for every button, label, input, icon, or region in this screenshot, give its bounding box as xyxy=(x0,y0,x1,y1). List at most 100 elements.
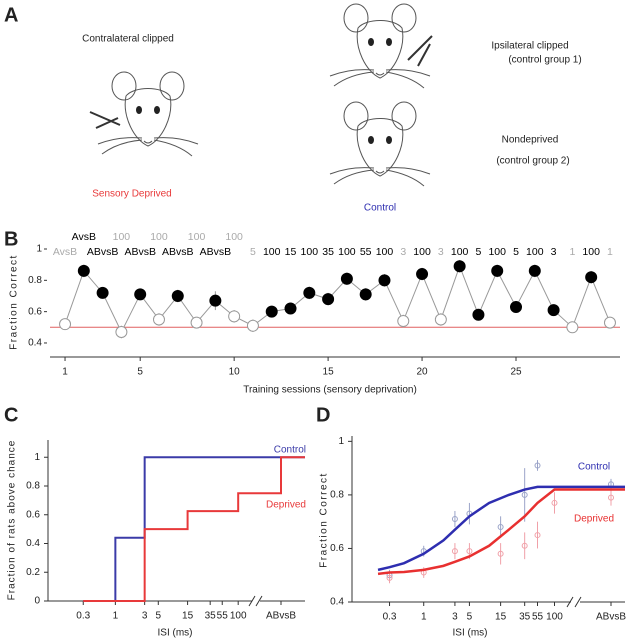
session-label: 100 xyxy=(225,231,243,243)
data-point xyxy=(528,264,541,277)
data-point xyxy=(209,294,222,307)
session-label: 3 xyxy=(438,246,444,258)
session-label: 100 xyxy=(301,246,319,258)
session-label: 100 xyxy=(376,246,394,258)
data-point xyxy=(434,313,447,326)
axis-break xyxy=(252,596,260,606)
data-point xyxy=(228,310,241,323)
data-point xyxy=(497,524,504,531)
series-label: Control xyxy=(578,462,610,473)
data-point xyxy=(472,308,485,321)
group-label: Control xyxy=(364,203,396,214)
line xyxy=(64,264,611,334)
y-tick-label: 1 xyxy=(338,436,344,447)
rat-drawing xyxy=(329,101,431,187)
x-tick-label: ABvsB xyxy=(266,611,296,622)
x-tick-label: 15 xyxy=(323,367,335,378)
data-point xyxy=(340,272,353,285)
session-label: 100 xyxy=(451,246,469,258)
session-label: 100 xyxy=(150,231,168,243)
session-label: 55 xyxy=(360,246,372,258)
clipper xyxy=(89,35,433,129)
axis-break xyxy=(248,595,263,607)
condition-label: (control group 2) xyxy=(496,156,569,167)
data-point xyxy=(397,315,410,328)
data-point xyxy=(603,316,616,329)
session-label: ABvsB xyxy=(124,246,156,258)
x-tick-label: 1 xyxy=(421,612,427,623)
x-axis-label: ISI (ms) xyxy=(453,628,488,639)
session-label: 100 xyxy=(113,231,131,243)
x-tick-label: 3 xyxy=(452,612,458,623)
series-label: Deprived xyxy=(574,514,614,525)
y-tick-label: 0.2 xyxy=(26,567,40,578)
group-label: Sensory Deprived xyxy=(92,189,171,200)
session-label: 100 xyxy=(526,246,544,258)
x-tick-label: 55 xyxy=(217,611,229,622)
y-tick-label: 0.6 xyxy=(26,509,40,520)
data-point xyxy=(96,286,109,299)
data-point xyxy=(134,288,147,301)
data-point xyxy=(534,532,541,539)
x-tick-label: 5 xyxy=(137,367,143,378)
y-tick-label: 1 xyxy=(34,452,40,463)
session-label: 35 xyxy=(322,246,334,258)
rat-drawing xyxy=(329,3,431,89)
data-point xyxy=(115,326,128,339)
y-tick-label: 0.8 xyxy=(330,490,344,501)
data-point xyxy=(534,462,541,469)
x-tick-label: 15 xyxy=(182,611,194,622)
data-point xyxy=(171,289,184,302)
x-tick-label: 25 xyxy=(510,367,522,378)
x-tick-label: 5 xyxy=(467,612,473,623)
session-label: 3 xyxy=(551,246,557,258)
data-point xyxy=(453,260,466,273)
data-point xyxy=(451,548,458,555)
axis-break xyxy=(566,596,582,608)
x-axis-label: Training sessions (sensory deprivation) xyxy=(243,385,417,396)
series-label: Deprived xyxy=(266,500,306,511)
y-tick-label: 0.4 xyxy=(26,538,40,549)
data-point xyxy=(566,321,579,334)
y-tick-label: 0 xyxy=(34,596,40,607)
data-point xyxy=(386,574,393,581)
y-tick-label: 0.6 xyxy=(28,306,42,317)
panel-label: D xyxy=(316,404,330,426)
x-tick-label: 100 xyxy=(546,612,563,623)
x-tick-label: 20 xyxy=(416,367,428,378)
data-point xyxy=(497,550,504,557)
data-point xyxy=(451,516,458,522)
x-tick-label: 3 xyxy=(142,611,148,622)
x-tick-label: 1 xyxy=(113,611,119,622)
x-tick-label: 1 xyxy=(62,367,68,378)
y-axis-label: Fraction Correct xyxy=(9,254,20,350)
data-point xyxy=(265,305,278,318)
x-tick-label: 35 xyxy=(205,611,217,622)
session-label: AvsB xyxy=(72,231,96,243)
axis-break xyxy=(571,597,580,607)
x-tick-label: ABvsB xyxy=(596,612,626,623)
session-label: 5 xyxy=(513,246,519,258)
y-axis-label: Fraction of rats above chance xyxy=(7,440,18,601)
session-label: 100 xyxy=(188,231,206,243)
data-point xyxy=(322,293,335,306)
session-label: 15 xyxy=(285,246,297,258)
x-tick-label: 10 xyxy=(229,367,241,378)
data-point xyxy=(521,491,528,498)
y-tick-label: 0.8 xyxy=(26,481,40,492)
y-tick-label: 0.8 xyxy=(28,275,42,286)
data-point xyxy=(510,300,523,313)
data-point xyxy=(585,271,598,284)
session-label: 5 xyxy=(476,246,482,258)
session-label: 1 xyxy=(569,246,575,258)
session-label: 1 xyxy=(607,246,613,258)
x-tick-label: 15 xyxy=(495,612,507,623)
x-axis-label: ISI (ms) xyxy=(158,628,193,639)
session-label: 100 xyxy=(488,246,506,258)
session-label: AvsB xyxy=(53,246,77,258)
data-point xyxy=(190,316,203,329)
series-label: Control xyxy=(274,445,306,456)
rat-drawing xyxy=(97,71,199,157)
y-tick-label: 0.4 xyxy=(330,597,344,608)
y-axis-label: Fraction Correct xyxy=(319,472,330,568)
